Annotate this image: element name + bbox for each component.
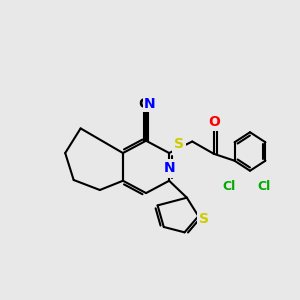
Text: S: S	[199, 212, 209, 226]
Text: Cl: Cl	[223, 180, 236, 193]
Text: O: O	[208, 115, 220, 129]
Text: N: N	[144, 97, 156, 111]
Text: Cl: Cl	[257, 180, 271, 193]
Text: N: N	[163, 161, 175, 176]
Text: S: S	[174, 137, 184, 151]
Text: C: C	[138, 97, 148, 111]
